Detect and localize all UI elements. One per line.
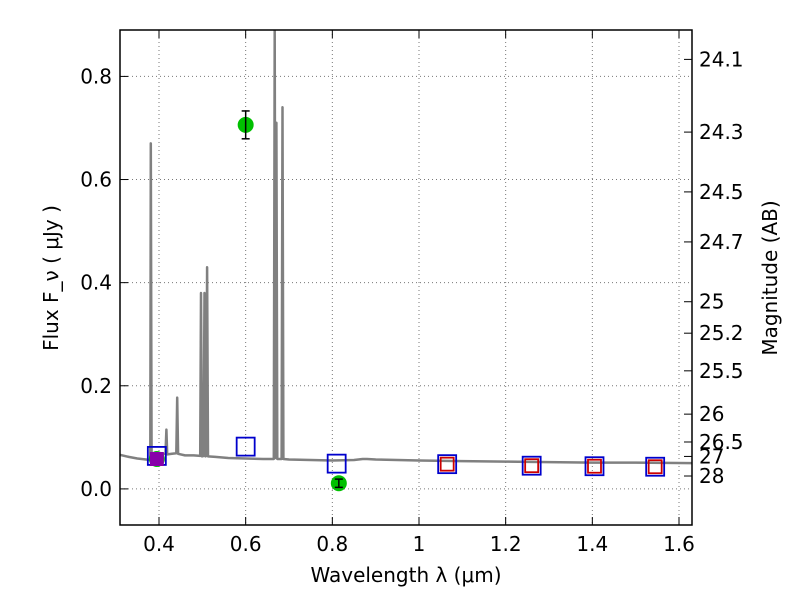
magnitude-tick-label: 26.5	[699, 430, 744, 454]
x-tick-label: 1.4	[576, 532, 608, 556]
magnitude-tick-label: 27	[699, 444, 724, 468]
x-tick-label: 1.2	[490, 532, 522, 556]
model-photometry-square	[235, 436, 256, 457]
y-axis-label: Flux F_ν ( μJy )	[39, 205, 63, 351]
markers-layer	[146, 110, 666, 492]
magnitude-tick-label: 25.2	[699, 321, 744, 345]
magnitude-tick-label: 25	[699, 290, 724, 314]
y-tick-label: 0.2	[80, 374, 112, 398]
magnitude-tick-label: 24.5	[699, 180, 744, 204]
magnitude-tick-label: 24.1	[699, 47, 744, 71]
model-photometry-square	[326, 453, 347, 474]
x-axis-label: Wavelength λ (μm)	[310, 563, 501, 587]
model-photometry-square	[587, 458, 602, 474]
plot-frame	[119, 29, 693, 526]
y-tick-label: 0.6	[80, 168, 112, 192]
x-tick-label: 0.8	[316, 532, 348, 556]
x-tick-label: 1.6	[663, 532, 695, 556]
x-tick-label: 0.6	[230, 532, 262, 556]
y-tick-label: 0.4	[80, 271, 112, 295]
model-photometry-square	[524, 458, 540, 474]
purple-marker	[149, 452, 164, 466]
x-tick-label: 0.4	[143, 532, 175, 556]
model-photometry-square	[584, 456, 605, 477]
magnitude-tick-label: 28	[699, 464, 724, 488]
magnitude-tick-label: 25.5	[699, 359, 744, 383]
magnitude-tick-label: 24.7	[699, 230, 744, 254]
model-photometry-square	[437, 454, 458, 475]
model-photometry-square	[647, 459, 663, 475]
model-spectrum-line	[120, 30, 692, 465]
magnitude-tick-label: 26	[699, 402, 724, 426]
y-axis-ticks: 0.0 0.2 0.4 0.6 0.8	[80, 64, 128, 501]
magnitude-axis-label: Magnitude (AB)	[758, 200, 782, 355]
magnitude-tick-label: 24.3	[699, 120, 744, 144]
model-photometry-square	[439, 456, 455, 472]
grid-lines	[120, 30, 692, 525]
model-photometry-square	[645, 456, 666, 477]
y-tick-label: 0.8	[80, 64, 112, 88]
x-axis-ticks: 0.4 0.6 0.8 1 1.2 1.4 1.6	[143, 30, 695, 556]
y-tick-label: 0.0	[80, 477, 112, 501]
model-spectrum-layer	[120, 30, 692, 465]
x-tick-label: 1	[413, 532, 426, 556]
model-photometry-square	[521, 455, 542, 476]
